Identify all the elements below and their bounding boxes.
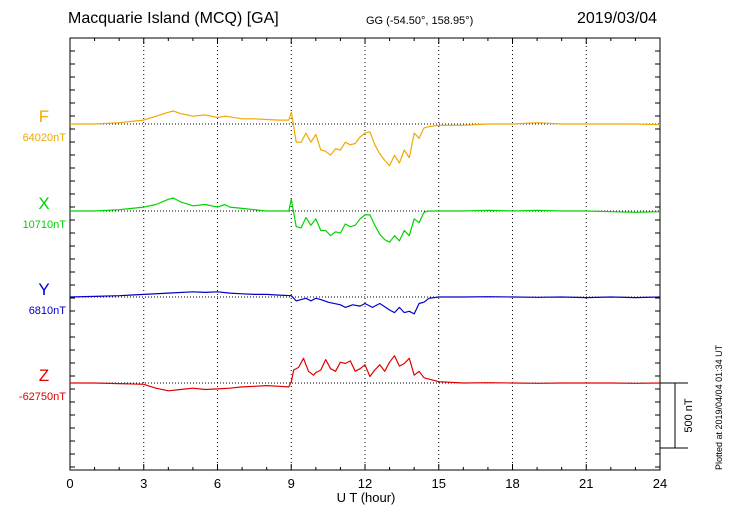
- x-axis-label: U T (hour): [337, 490, 396, 505]
- chart-date: 2019/03/04: [577, 10, 658, 27]
- series-baseline-label-y: 6810nT: [29, 305, 67, 317]
- x-tick-label: 6: [214, 476, 221, 491]
- series-lines: [69, 110, 661, 392]
- series-name-x: X: [38, 194, 49, 213]
- series-name-f: F: [39, 107, 49, 126]
- x-tick-label: 18: [505, 476, 519, 491]
- x-tick-label: 15: [432, 476, 446, 491]
- series-line-y: [69, 291, 661, 315]
- axis-ticks: [69, 38, 661, 470]
- x-tick-label: 12: [358, 476, 372, 491]
- series-line-f: [70, 110, 661, 167]
- x-tick-label: 0: [66, 476, 73, 491]
- scale-bar: 500 nT: [660, 382, 695, 449]
- x-tick-label: 24: [653, 476, 667, 491]
- x-tick-label: 3: [140, 476, 147, 491]
- x-tick-labels: 0 3 6 9 12 15 18 21 24: [66, 476, 667, 491]
- series-line-z: [70, 355, 661, 392]
- series-baseline-label-z: -62750nT: [19, 391, 66, 403]
- series-baseline-label-f: 64020nT: [23, 132, 67, 144]
- series-name-z: Z: [39, 366, 49, 385]
- series-baseline-label-x: 10710nT: [23, 219, 67, 231]
- x-tick-label: 21: [579, 476, 593, 491]
- station-coordinates: GG (-54.50°, 158.95°): [366, 15, 474, 27]
- series-line-x: [70, 197, 661, 243]
- x-tick-label: 9: [288, 476, 295, 491]
- baselines: [70, 123, 660, 384]
- grid-lines: [143, 38, 587, 470]
- chart-title: Macquarie Island (MCQ) [GA]: [68, 10, 279, 27]
- series-labels: F 64020nT X 10710nT Y 6810nT Z -62750nT: [19, 107, 66, 403]
- scale-bar-label: 500 nT: [683, 398, 695, 433]
- series-name-y: Y: [38, 280, 49, 299]
